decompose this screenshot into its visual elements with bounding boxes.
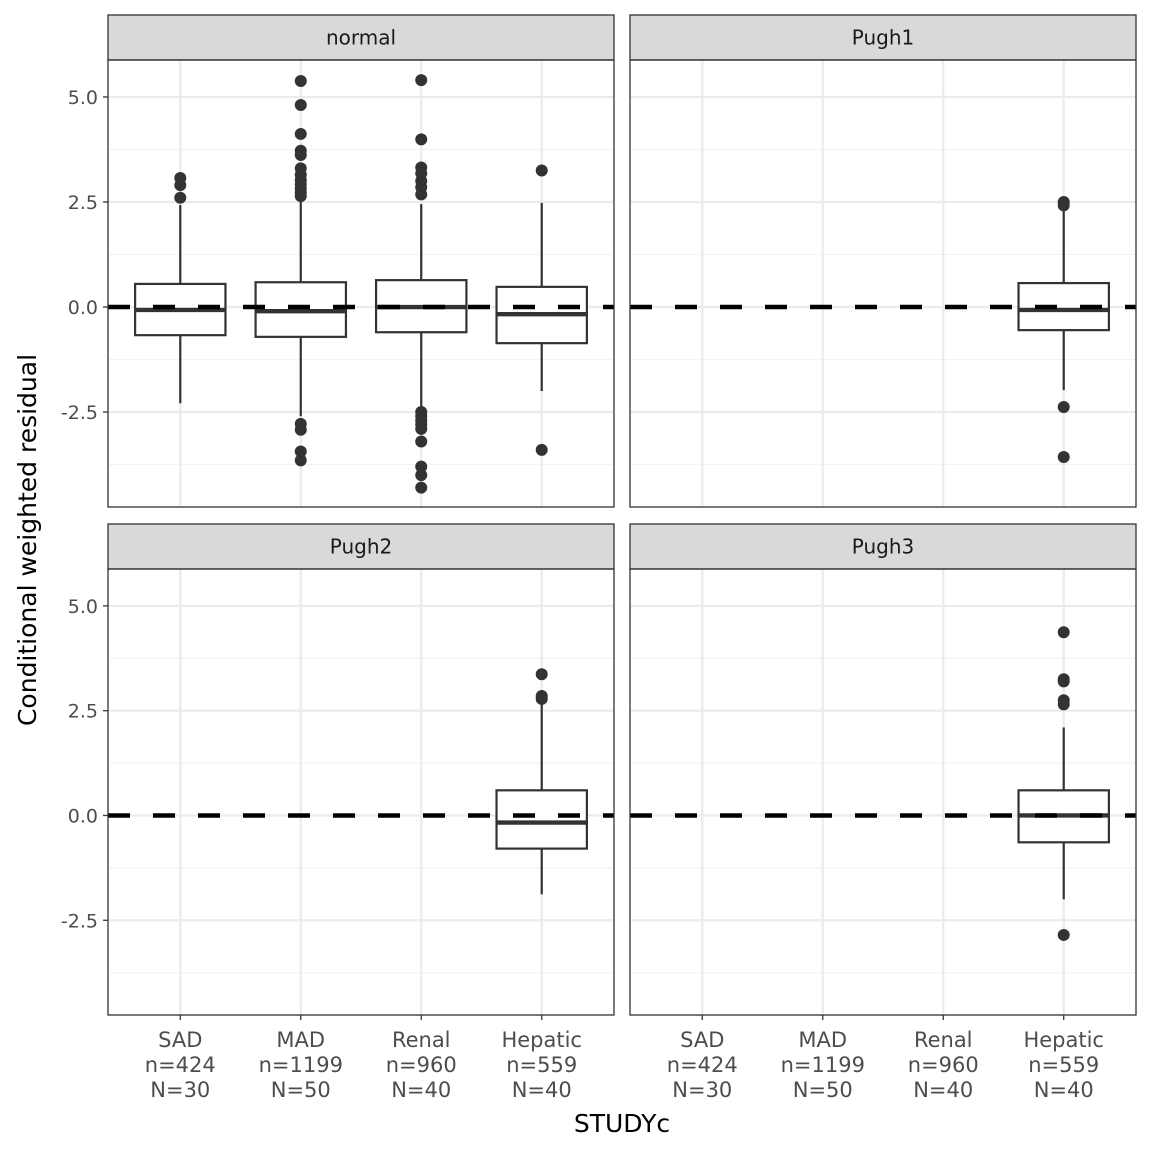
x-tick-label: N=50 [271,1078,331,1102]
outlier-point [294,127,307,140]
panel-normal: normal -2.5 0.0 2.5 5.0 [61,14,615,508]
outlier-point [294,75,307,88]
panel-Pugh1: Pugh1 [629,14,1137,508]
facet-strip [107,523,615,570]
x-tick-label: SAD [158,1028,202,1052]
outlier-point [1057,626,1070,639]
outlier-point [415,422,428,435]
x-tick-label: Hepatic [1023,1028,1104,1052]
outlier-point [294,190,307,203]
x-tick-label: n=1199 [259,1053,343,1077]
outlier-point [1057,698,1070,711]
box-Hepatic [1017,195,1110,464]
panel-border [107,59,615,508]
y-tick-label: 2.5 [68,701,98,723]
x-tick-label: n=559 [506,1053,577,1077]
outlier-point [415,435,428,448]
box-MAD [254,75,348,467]
outlier-point [294,98,307,111]
x-tick-label: N=40 [1034,1078,1094,1102]
outlier-point [535,164,548,177]
x-axis-title: STUDYc [574,1109,670,1138]
outlier-point [535,668,548,681]
x-tick-label: MAD [798,1028,847,1052]
x-tick-label: Hepatic [501,1028,582,1052]
outlier-point [1057,928,1070,941]
outlier-point [1057,199,1070,212]
y-tick-label: 5.0 [68,596,98,618]
outlier-point [415,481,428,494]
outlier-point [294,148,307,161]
outlier-point [294,423,307,436]
outlier-point [174,179,187,192]
outlier-point [535,692,548,705]
box-SAD [134,172,227,404]
y-tick-label: -2.5 [61,910,98,932]
outlier-point [1057,675,1070,688]
x-tick-label: n=424 [145,1053,216,1077]
y-tick-label: 5.0 [68,87,98,109]
x-tick-label: n=1199 [781,1053,865,1077]
x-tick-label: n=960 [386,1053,457,1077]
y-axis-title: Conditional weighted residual [13,354,42,726]
facet-strip [107,14,615,61]
outlier-point [294,445,307,458]
outlier-point [415,74,428,87]
box-Hepatic [1017,626,1110,941]
y-tick-label: 2.5 [68,192,98,214]
x-tick-label: n=424 [667,1053,738,1077]
x-tick-label: N=30 [672,1078,732,1102]
x-tick-label: N=40 [913,1078,973,1102]
x-tick-label: N=30 [150,1078,210,1102]
outlier-point [294,454,307,467]
outlier-point [535,443,548,456]
facet-strip [629,14,1137,61]
outlier-point [415,133,428,146]
outlier-point [415,188,428,201]
x-tick-label: n=960 [908,1053,979,1077]
box-iqr [495,789,588,850]
box-Hepatic [495,668,588,895]
box-iqr [1017,281,1110,332]
x-tick-label: N=40 [391,1078,451,1102]
outlier-point [1057,401,1070,414]
outlier-point [1057,451,1070,464]
x-tick-label: N=40 [512,1078,572,1102]
facet-strip [629,523,1137,570]
x-tick-label: n=559 [1028,1053,1099,1077]
outlier-point [415,469,428,482]
panel-border [629,568,1137,1016]
x-tick-label: SAD [680,1028,724,1052]
facet-strip-label: Pugh3 [852,535,914,559]
y-tick-label: -2.5 [61,402,98,424]
facet-strip-label: normal [326,26,396,50]
x-tick-label: N=50 [793,1078,853,1102]
x-tick-label: Renal [914,1028,973,1052]
facet-strip-label: Pugh1 [852,26,914,50]
outlier-point [174,191,187,204]
box-Hepatic [495,164,588,456]
y-tick-label: 0.0 [68,805,98,827]
panel-border [107,568,615,1016]
x-tick-label: Renal [392,1028,451,1052]
y-tick-label: 0.0 [68,297,98,319]
panel-border [629,59,1137,508]
x-tick-label: MAD [276,1028,325,1052]
outlier-point [415,460,428,473]
panel-Pugh2: Pugh2-2.50.02.55.0SADn=424N=30MADn=1199N… [61,523,615,1102]
facet-strip-label: Pugh2 [330,535,392,559]
